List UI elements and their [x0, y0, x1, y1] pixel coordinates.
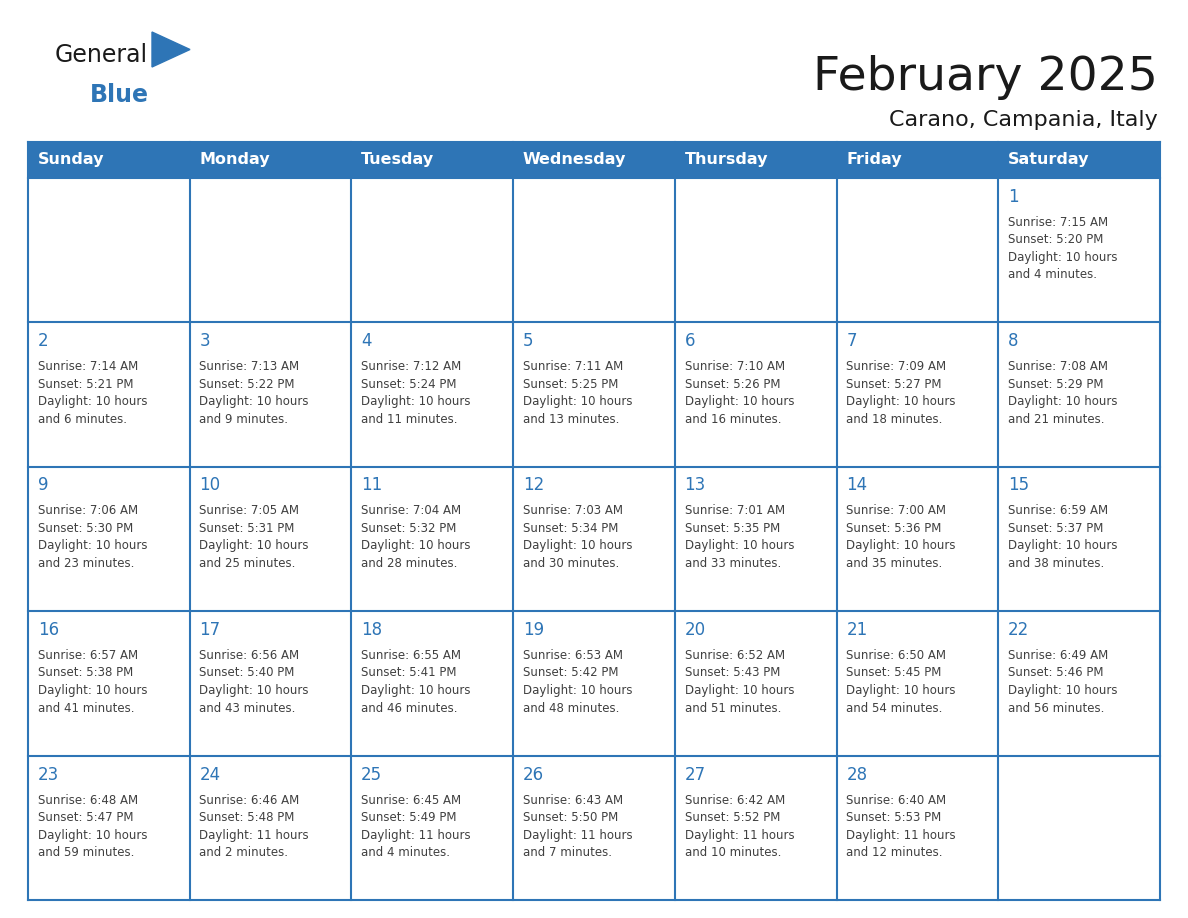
Text: 26: 26 — [523, 766, 544, 783]
Text: Sunrise: 7:15 AM
Sunset: 5:20 PM
Daylight: 10 hours
and 4 minutes.: Sunrise: 7:15 AM Sunset: 5:20 PM Dayligh… — [1007, 216, 1118, 281]
Text: Monday: Monday — [200, 152, 270, 167]
Text: 25: 25 — [361, 766, 383, 783]
Text: Sunrise: 7:10 AM
Sunset: 5:26 PM
Daylight: 10 hours
and 16 minutes.: Sunrise: 7:10 AM Sunset: 5:26 PM Dayligh… — [684, 360, 794, 426]
Text: 13: 13 — [684, 476, 706, 495]
Text: 19: 19 — [523, 621, 544, 639]
Text: 17: 17 — [200, 621, 221, 639]
Text: 15: 15 — [1007, 476, 1029, 495]
Text: Blue: Blue — [90, 83, 148, 107]
Text: Sunrise: 6:42 AM
Sunset: 5:52 PM
Daylight: 11 hours
and 10 minutes.: Sunrise: 6:42 AM Sunset: 5:52 PM Dayligh… — [684, 793, 795, 859]
Text: 9: 9 — [38, 476, 49, 495]
Bar — [29, 322, 1159, 466]
Text: 20: 20 — [684, 621, 706, 639]
Text: Sunrise: 6:50 AM
Sunset: 5:45 PM
Daylight: 10 hours
and 54 minutes.: Sunrise: 6:50 AM Sunset: 5:45 PM Dayligh… — [846, 649, 956, 714]
Text: 3: 3 — [200, 332, 210, 350]
Text: Sunrise: 6:45 AM
Sunset: 5:49 PM
Daylight: 11 hours
and 4 minutes.: Sunrise: 6:45 AM Sunset: 5:49 PM Dayligh… — [361, 793, 470, 859]
Text: 6: 6 — [684, 332, 695, 350]
Text: 22: 22 — [1007, 621, 1029, 639]
Text: Sunrise: 6:52 AM
Sunset: 5:43 PM
Daylight: 10 hours
and 51 minutes.: Sunrise: 6:52 AM Sunset: 5:43 PM Dayligh… — [684, 649, 794, 714]
Polygon shape — [152, 32, 190, 67]
Text: Sunrise: 6:59 AM
Sunset: 5:37 PM
Daylight: 10 hours
and 38 minutes.: Sunrise: 6:59 AM Sunset: 5:37 PM Dayligh… — [1007, 505, 1118, 570]
Text: Sunrise: 6:56 AM
Sunset: 5:40 PM
Daylight: 10 hours
and 43 minutes.: Sunrise: 6:56 AM Sunset: 5:40 PM Dayligh… — [200, 649, 309, 714]
Text: 18: 18 — [361, 621, 383, 639]
Text: Sunrise: 7:01 AM
Sunset: 5:35 PM
Daylight: 10 hours
and 33 minutes.: Sunrise: 7:01 AM Sunset: 5:35 PM Dayligh… — [684, 505, 794, 570]
Text: 1: 1 — [1007, 187, 1018, 206]
Text: 5: 5 — [523, 332, 533, 350]
Text: Sunrise: 7:04 AM
Sunset: 5:32 PM
Daylight: 10 hours
and 28 minutes.: Sunrise: 7:04 AM Sunset: 5:32 PM Dayligh… — [361, 505, 470, 570]
Bar — [29, 466, 1159, 611]
Text: Sunrise: 6:43 AM
Sunset: 5:50 PM
Daylight: 11 hours
and 7 minutes.: Sunrise: 6:43 AM Sunset: 5:50 PM Dayligh… — [523, 793, 632, 859]
Text: Saturday: Saturday — [1007, 152, 1089, 167]
Text: 23: 23 — [38, 766, 59, 783]
Text: Tuesday: Tuesday — [361, 152, 435, 167]
Text: 24: 24 — [200, 766, 221, 783]
Text: 8: 8 — [1007, 332, 1018, 350]
Bar — [29, 756, 1159, 900]
Text: 4: 4 — [361, 332, 372, 350]
Text: Sunrise: 6:57 AM
Sunset: 5:38 PM
Daylight: 10 hours
and 41 minutes.: Sunrise: 6:57 AM Sunset: 5:38 PM Dayligh… — [38, 649, 147, 714]
Text: Sunrise: 7:09 AM
Sunset: 5:27 PM
Daylight: 10 hours
and 18 minutes.: Sunrise: 7:09 AM Sunset: 5:27 PM Dayligh… — [846, 360, 956, 426]
Text: Sunrise: 6:46 AM
Sunset: 5:48 PM
Daylight: 11 hours
and 2 minutes.: Sunrise: 6:46 AM Sunset: 5:48 PM Dayligh… — [200, 793, 309, 859]
Text: Sunrise: 7:03 AM
Sunset: 5:34 PM
Daylight: 10 hours
and 30 minutes.: Sunrise: 7:03 AM Sunset: 5:34 PM Dayligh… — [523, 505, 632, 570]
Text: 27: 27 — [684, 766, 706, 783]
Text: Sunrise: 7:00 AM
Sunset: 5:36 PM
Daylight: 10 hours
and 35 minutes.: Sunrise: 7:00 AM Sunset: 5:36 PM Dayligh… — [846, 505, 956, 570]
Text: Friday: Friday — [846, 152, 902, 167]
Text: Sunrise: 7:05 AM
Sunset: 5:31 PM
Daylight: 10 hours
and 25 minutes.: Sunrise: 7:05 AM Sunset: 5:31 PM Dayligh… — [200, 505, 309, 570]
Bar — [29, 611, 1159, 756]
Text: Sunrise: 7:14 AM
Sunset: 5:21 PM
Daylight: 10 hours
and 6 minutes.: Sunrise: 7:14 AM Sunset: 5:21 PM Dayligh… — [38, 360, 147, 426]
Text: Sunrise: 6:49 AM
Sunset: 5:46 PM
Daylight: 10 hours
and 56 minutes.: Sunrise: 6:49 AM Sunset: 5:46 PM Dayligh… — [1007, 649, 1118, 714]
Bar — [29, 142, 1159, 177]
Text: Sunrise: 7:13 AM
Sunset: 5:22 PM
Daylight: 10 hours
and 9 minutes.: Sunrise: 7:13 AM Sunset: 5:22 PM Dayligh… — [200, 360, 309, 426]
Text: Sunrise: 6:53 AM
Sunset: 5:42 PM
Daylight: 10 hours
and 48 minutes.: Sunrise: 6:53 AM Sunset: 5:42 PM Dayligh… — [523, 649, 632, 714]
Text: 28: 28 — [846, 766, 867, 783]
Text: Sunrise: 7:12 AM
Sunset: 5:24 PM
Daylight: 10 hours
and 11 minutes.: Sunrise: 7:12 AM Sunset: 5:24 PM Dayligh… — [361, 360, 470, 426]
Text: 11: 11 — [361, 476, 383, 495]
Text: Sunrise: 6:48 AM
Sunset: 5:47 PM
Daylight: 10 hours
and 59 minutes.: Sunrise: 6:48 AM Sunset: 5:47 PM Dayligh… — [38, 793, 147, 859]
Text: Sunrise: 7:11 AM
Sunset: 5:25 PM
Daylight: 10 hours
and 13 minutes.: Sunrise: 7:11 AM Sunset: 5:25 PM Dayligh… — [523, 360, 632, 426]
Text: Sunday: Sunday — [38, 152, 105, 167]
Text: Sunrise: 7:08 AM
Sunset: 5:29 PM
Daylight: 10 hours
and 21 minutes.: Sunrise: 7:08 AM Sunset: 5:29 PM Dayligh… — [1007, 360, 1118, 426]
Text: 12: 12 — [523, 476, 544, 495]
Text: Sunrise: 7:06 AM
Sunset: 5:30 PM
Daylight: 10 hours
and 23 minutes.: Sunrise: 7:06 AM Sunset: 5:30 PM Dayligh… — [38, 505, 147, 570]
Text: 10: 10 — [200, 476, 221, 495]
Text: Carano, Campania, Italy: Carano, Campania, Italy — [890, 110, 1158, 130]
Text: Sunrise: 6:55 AM
Sunset: 5:41 PM
Daylight: 10 hours
and 46 minutes.: Sunrise: 6:55 AM Sunset: 5:41 PM Dayligh… — [361, 649, 470, 714]
Text: 16: 16 — [38, 621, 59, 639]
Text: 7: 7 — [846, 332, 857, 350]
Text: 2: 2 — [38, 332, 49, 350]
Text: General: General — [55, 43, 148, 67]
Text: Sunrise: 6:40 AM
Sunset: 5:53 PM
Daylight: 11 hours
and 12 minutes.: Sunrise: 6:40 AM Sunset: 5:53 PM Dayligh… — [846, 793, 956, 859]
Text: Wednesday: Wednesday — [523, 152, 626, 167]
Text: Thursday: Thursday — [684, 152, 769, 167]
Text: 21: 21 — [846, 621, 867, 639]
Text: 14: 14 — [846, 476, 867, 495]
Bar — [29, 177, 1159, 322]
Text: February 2025: February 2025 — [813, 55, 1158, 100]
